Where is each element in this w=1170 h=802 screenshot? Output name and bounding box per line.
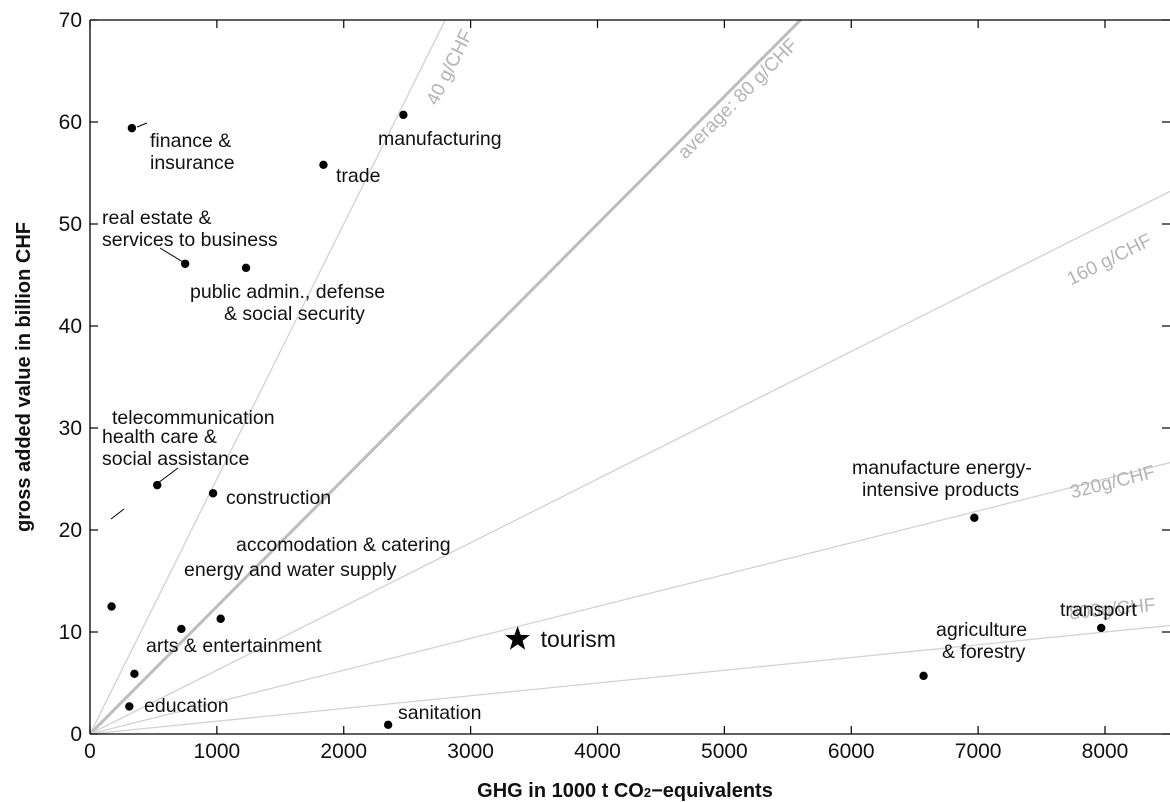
x-tick-label: 7000 [955, 740, 1002, 763]
data-point-label-line: sanitation [398, 702, 481, 724]
data-point-label-line: arts & entertainment [146, 635, 322, 657]
data-point-label-line: intensive products [862, 479, 1019, 501]
data-point-label-line: trade [336, 165, 380, 187]
data-point-label: finance & insurance [150, 130, 235, 174]
x-tick-label: 2000 [320, 740, 367, 763]
reference-line-160 [90, 190, 1170, 734]
label-leader-line [136, 122, 148, 128]
data-point-label: public admin., defense & social security [190, 281, 385, 325]
data-point [153, 480, 162, 490]
data-point [970, 513, 979, 522]
data-point [125, 702, 134, 711]
data-point [208, 489, 218, 498]
label-leader-line [110, 508, 125, 520]
y-tick-label: 40 [59, 315, 82, 338]
reference-line-label: 40 g/CHF [423, 26, 478, 108]
data-point-label: education [144, 695, 229, 717]
label-leader-line [157, 467, 179, 484]
data-point-label: trade [336, 165, 380, 187]
y-tick-label: 30 [59, 417, 82, 440]
y-tick-label: 70 [59, 9, 82, 32]
data-point-label-line: energy and water supply [184, 559, 397, 581]
data-point [919, 671, 928, 681]
x-tick-label: 1000 [194, 740, 241, 763]
y-tick-label: 20 [59, 519, 82, 542]
x-tick-label: 3000 [447, 740, 494, 763]
data-point-label-line: services to business [102, 229, 278, 251]
data-point-label: construction [226, 487, 331, 509]
data-point [180, 259, 190, 268]
data-point-label-line: real estate & [102, 207, 211, 229]
data-point [130, 669, 139, 679]
data-point-label-line: public admin., defense [190, 281, 385, 303]
data-point-label: energy and water supply [184, 559, 397, 581]
x-tick-label: 6000 [828, 740, 875, 763]
data-point [399, 110, 408, 120]
x-axis-title-subscript: 2 [644, 785, 651, 800]
data-point-label-line: construction [226, 487, 331, 509]
data-point-label-line: education [144, 695, 229, 717]
reference-line-label: 320g/CHF [1068, 462, 1157, 503]
data-point-label-line: accomodation & catering [236, 534, 451, 556]
reference-line-320 [90, 461, 1170, 734]
y-tick-label: 0 [70, 723, 82, 746]
axes: 0 1000 2000 3000 4000 5000 6000 7000 8000 0 10 20 30… [59, 9, 1170, 763]
data-point-label-line: insurance [150, 152, 235, 174]
x-tick-label: 8000 [1082, 740, 1129, 763]
data-point-label-line: social assistance [102, 448, 249, 470]
data-point-label: agriculture & forestry [936, 619, 1027, 663]
data-points [107, 110, 1106, 730]
reference-line-800 [90, 624, 1170, 734]
reference-line-labels: 40 g/CHF average: 80 g/CHF 160 g/CHF 320g/C… [423, 26, 1158, 624]
data-point [383, 720, 393, 730]
reference-line-40 [90, 20, 446, 734]
data-point [241, 263, 251, 273]
data-point [127, 123, 137, 133]
data-point [177, 624, 186, 634]
x-axis-title-main: GHG in 1000 t CO [477, 780, 644, 802]
point-labels: finance & insurance manufacturing trade real… [102, 122, 1138, 724]
data-point-label: accomodation & catering [236, 534, 451, 556]
reference-line-label: average: 80 g/CHF [674, 35, 802, 164]
data-point-label-line: agriculture [936, 619, 1027, 641]
y-axis-title: gross added value in billion CHF [13, 222, 35, 532]
data-point-label-line: telecommunication [112, 407, 275, 429]
x-tick-label: 5000 [701, 740, 748, 763]
data-point-label: real estate & services to business [102, 207, 278, 251]
reference-line-label: 160 g/CHF [1064, 230, 1156, 290]
x-axis-title-suffix: −equivalents [651, 780, 773, 802]
data-point [107, 602, 116, 611]
y-tick-label: 60 [59, 111, 82, 134]
x-tick-label: 0 [84, 740, 96, 763]
data-point-label: transport [1060, 599, 1138, 621]
tourism-star-marker [505, 626, 530, 650]
data-point-label-line: & forestry [942, 641, 1026, 663]
tourism-label: tourism [541, 626, 616, 652]
data-point-label: arts & entertainment [146, 635, 322, 657]
data-point-label-line: manufacture energy- [852, 457, 1032, 479]
data-point-label: health care & social assistance [102, 426, 249, 470]
data-point-label-line: health care & [102, 426, 217, 448]
y-tick-label: 10 [59, 621, 82, 644]
y-tick-label: 50 [59, 213, 82, 236]
data-point [319, 160, 328, 170]
reference-line-80 [90, 20, 803, 734]
data-point-label-line: & social security [224, 303, 365, 325]
x-axis-title: GHG in 1000 t CO2−equivalents [477, 780, 773, 802]
data-point-label: manufacturing [378, 128, 502, 150]
data-point [1096, 623, 1106, 633]
x-tick-label: 4000 [574, 740, 621, 763]
data-point-label-line: transport [1060, 599, 1138, 621]
data-point-label: manufacture energy-intensive products [852, 457, 1032, 501]
data-point-label-line: finance & [150, 130, 231, 152]
reference-lines [90, 20, 1170, 734]
data-point-label: telecommunication [112, 407, 275, 429]
data-point-label-line: manufacturing [378, 128, 502, 150]
data-point-label: sanitation [398, 702, 481, 724]
data-point [216, 614, 225, 623]
label-leader-line [159, 247, 184, 263]
